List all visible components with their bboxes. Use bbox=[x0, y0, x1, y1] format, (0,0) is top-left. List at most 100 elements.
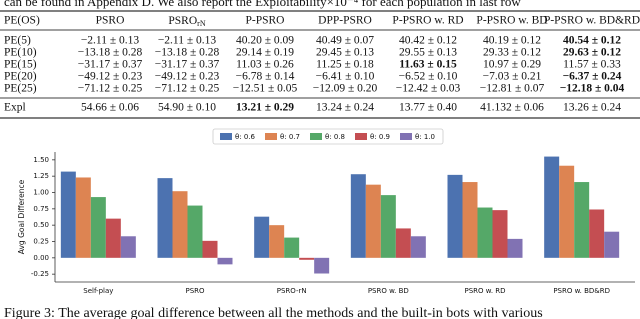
bar bbox=[447, 174, 463, 258]
x-tick-label: PSRO w. BD bbox=[368, 287, 409, 295]
legend-label: θ: 0.9 bbox=[370, 133, 390, 141]
table-cell: 40.20 ± 0.09 bbox=[236, 35, 294, 47]
legend-swatch bbox=[400, 133, 412, 140]
table-cell: 29.14 ± 0.19 bbox=[236, 47, 294, 59]
table-cell: 29.33 ± 0.12 bbox=[483, 47, 541, 59]
table-cell: 54.90 ± 0.10 bbox=[158, 102, 216, 114]
bar bbox=[395, 228, 411, 258]
row-label: PE(15) bbox=[4, 59, 37, 71]
bar bbox=[477, 207, 493, 258]
legend-swatch bbox=[310, 133, 322, 140]
column-header: P-PSRO w. RD bbox=[392, 15, 463, 27]
table-cell: 11.03 ± 0.26 bbox=[236, 59, 294, 71]
column-header: P-PSRO bbox=[246, 15, 285, 27]
bar bbox=[559, 165, 575, 258]
legend-swatch bbox=[265, 133, 277, 140]
column-header: PE(OS) bbox=[4, 15, 40, 27]
y-tick-label: 0.25 bbox=[33, 237, 49, 245]
bar bbox=[269, 225, 285, 258]
legend-label: θ: 0.6 bbox=[235, 133, 256, 141]
bar bbox=[172, 191, 188, 258]
table-cell: −6.37 ± 0.24 bbox=[563, 71, 622, 83]
table-cell: −7.03 ± 0.21 bbox=[483, 71, 542, 83]
table-cell: −31.17 ± 0.37 bbox=[78, 59, 143, 71]
bar bbox=[217, 257, 233, 265]
bar bbox=[60, 171, 76, 258]
table-cell: −12.51 ± 0.05 bbox=[233, 83, 298, 95]
y-tick-label: 0.75 bbox=[33, 205, 49, 213]
y-axis-label: Avg Goal Difference bbox=[17, 179, 26, 254]
table-cell: −12.09 ± 0.20 bbox=[313, 83, 378, 95]
table-cell: 29.63 ± 0.12 bbox=[563, 47, 621, 59]
y-tick-label: 1.50 bbox=[33, 156, 49, 164]
bar bbox=[589, 209, 605, 258]
table-cell: 41.132 ± 0.06 bbox=[480, 102, 544, 114]
bar bbox=[574, 182, 590, 258]
column-header: PSRO bbox=[96, 15, 125, 27]
x-tick-label: PSRO-rN bbox=[277, 287, 307, 295]
bar bbox=[462, 182, 478, 258]
bar bbox=[544, 156, 560, 258]
table-cell: −49.12 ± 0.23 bbox=[78, 71, 143, 83]
bar bbox=[105, 218, 121, 258]
column-header: PSROrN bbox=[168, 15, 205, 28]
table-cell: −71.12 ± 0.25 bbox=[155, 83, 220, 95]
row-label: PE(10) bbox=[4, 47, 37, 59]
x-tick-label: Self-play bbox=[83, 287, 113, 295]
legend-swatch bbox=[220, 133, 232, 140]
bar bbox=[157, 178, 173, 258]
bar bbox=[350, 174, 366, 258]
table-cell: −2.11 ± 0.13 bbox=[81, 35, 140, 47]
table-cell: −12.81 ± 0.07 bbox=[480, 83, 545, 95]
x-tick-label: PSRO w. RD bbox=[464, 287, 505, 295]
table-cell: 29.45 ± 0.13 bbox=[316, 47, 374, 59]
row-label: PE(5) bbox=[4, 35, 31, 47]
x-tick-label: PSRO w. BD&RD bbox=[553, 287, 610, 295]
bar bbox=[380, 195, 396, 258]
x-tick-label: PSRO bbox=[185, 287, 205, 295]
bar bbox=[254, 216, 270, 258]
bar bbox=[187, 205, 203, 258]
table-cell: 13.77 ± 0.40 bbox=[399, 102, 457, 114]
caption: Figure 3: The average goal difference be… bbox=[4, 306, 543, 319]
table-cell: 13.26 ± 0.24 bbox=[563, 102, 621, 114]
bar bbox=[90, 197, 106, 258]
table-cell: 40.49 ± 0.07 bbox=[316, 35, 374, 47]
bar bbox=[314, 257, 330, 274]
chart: -0.25 0.00 0.25 0.50 0.75 1.00 1.25 1.50 Avg Goa… bbox=[17, 128, 635, 295]
bar bbox=[202, 240, 218, 258]
bar bbox=[410, 236, 426, 258]
table-cell: −71.12 ± 0.25 bbox=[78, 83, 143, 95]
column-header: DPP-PSRO bbox=[318, 15, 372, 27]
row-label: PE(25) bbox=[4, 83, 37, 95]
header-text: PSRO bbox=[168, 15, 197, 27]
table-cell: 11.63 ± 0.15 bbox=[399, 59, 457, 71]
table-cell: −2.11 ± 0.13 bbox=[158, 35, 217, 47]
column-header: P-PSRO w. BD bbox=[476, 15, 547, 27]
y-tick-label: -0.25 bbox=[31, 270, 49, 278]
row-label: Expl bbox=[4, 102, 26, 114]
table-cell: −31.17 ± 0.37 bbox=[155, 59, 220, 71]
y-tick-label: 1.25 bbox=[33, 172, 49, 180]
table-cell: 54.66 ± 0.06 bbox=[81, 102, 139, 114]
y-tick-label: 0.50 bbox=[33, 221, 49, 229]
bar bbox=[507, 238, 523, 258]
table-cell: −12.42 ± 0.03 bbox=[396, 83, 461, 95]
table-cell: −6.78 ± 0.14 bbox=[236, 71, 295, 83]
legend-label: θ: 0.7 bbox=[280, 133, 300, 141]
intro-text: can be found in Appendix D. We also repo… bbox=[4, 0, 521, 9]
table-cell: 40.42 ± 0.12 bbox=[399, 35, 457, 47]
table-cell: 40.54 ± 0.12 bbox=[563, 35, 621, 47]
table-cell: −49.12 ± 0.23 bbox=[155, 71, 220, 83]
legend-label: θ: 0.8 bbox=[325, 133, 345, 141]
table-cell: 13.21 ± 0.29 bbox=[236, 102, 294, 114]
row-label: PE(20) bbox=[4, 71, 37, 83]
y-tick-label: 1.00 bbox=[33, 189, 49, 197]
table-cell: −6.41 ± 0.10 bbox=[316, 71, 375, 83]
table-cell: 11.25 ± 0.18 bbox=[316, 59, 374, 71]
bar bbox=[284, 237, 300, 258]
legend-frame bbox=[212, 128, 444, 145]
table-cell: −13.18 ± 0.28 bbox=[78, 47, 143, 59]
table-cell: 10.97 ± 0.29 bbox=[483, 59, 541, 71]
